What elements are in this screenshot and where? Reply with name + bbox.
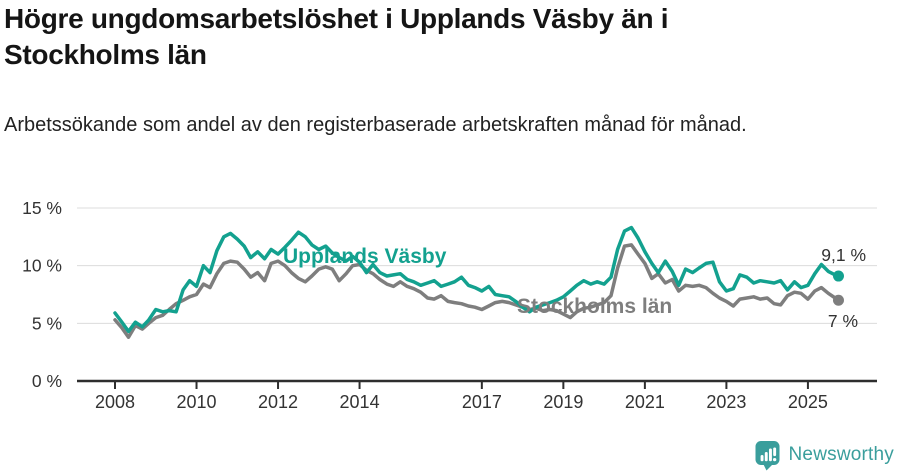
x-tick-label: 2019	[543, 392, 583, 412]
chart-canvas: 2008 2010 2012 2014 2017 2019 2021 2023 2025 0 % 5…	[22, 198, 877, 412]
y-tick-label: 10 %	[22, 256, 62, 276]
y-tick-label: 0 %	[32, 371, 62, 391]
x-tick-label: 2025	[788, 392, 828, 412]
series-end-dot-1	[832, 294, 844, 306]
y-tick-label: 15 %	[22, 198, 62, 218]
series-end-dot-0	[832, 270, 844, 282]
series-line-1	[113, 243, 841, 339]
x-tick-label: 2017	[462, 392, 502, 412]
y-tick-label: 5 %	[32, 313, 62, 333]
x-tick-label: 2012	[258, 392, 298, 412]
brand-name: Newsworthy	[788, 444, 894, 465]
x-tick-label: 2008	[95, 392, 135, 412]
end-value-label-1: 7 %	[828, 311, 858, 331]
x-tick-label: 2010	[176, 392, 216, 412]
page-title: Högre ungdomsarbetslöshet i Upplands Väs…	[4, 3, 669, 71]
line-chart: 2008 2010 2012 2014 2017 2019 2021 2023 2025 0 % 5…	[0, 190, 900, 440]
chart-subtitle: Arbetssökande som andel av den registerb…	[4, 114, 747, 136]
series-label-1: Stockholms län	[517, 295, 672, 318]
x-tick-label: 2021	[625, 392, 665, 412]
end-value-label-0: 9,1 %	[821, 245, 866, 265]
series-line-0	[113, 225, 841, 334]
x-tick-label: 2014	[340, 392, 380, 412]
x-tick-label: 2023	[706, 392, 746, 412]
newsworthy-logo-icon	[755, 441, 780, 471]
brand-footer: Newsworthy	[753, 439, 894, 471]
series-label-0: Upplands Väsby	[283, 245, 447, 268]
